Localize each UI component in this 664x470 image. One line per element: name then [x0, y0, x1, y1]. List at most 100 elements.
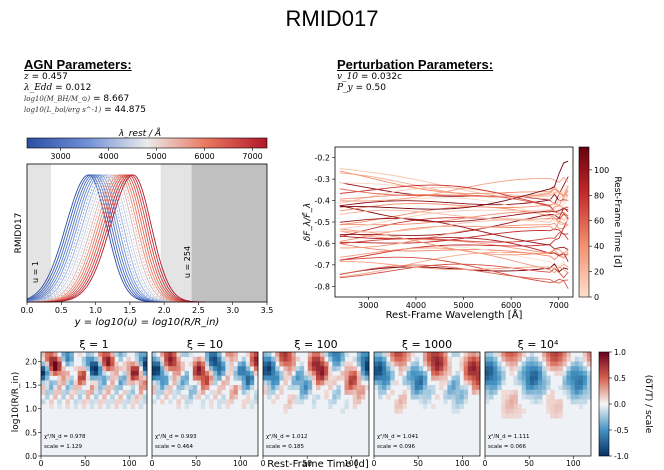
- heatmap-cell: [574, 375, 580, 381]
- heatmap-cell: [130, 385, 136, 391]
- heatmap-cell: [356, 361, 362, 367]
- heatmap-cell: [102, 399, 107, 405]
- heatmap-cell: [402, 375, 407, 381]
- heatmap-cell: [94, 370, 99, 376]
- heatmap-cell: [410, 375, 416, 381]
- heatmap-cell: [283, 352, 288, 357]
- heatmap-cell: [356, 370, 362, 376]
- heatmap-cell: [106, 366, 111, 372]
- heatmap-cell: [554, 352, 559, 357]
- heatmap-cell: [582, 389, 588, 395]
- heatmap-cell: [546, 356, 551, 362]
- perturbation-parameters-heading: Perturbation Parameters:: [337, 57, 494, 72]
- heatmap-cell: [439, 361, 444, 367]
- heatmap-cell: [299, 399, 305, 405]
- heatmap-cell: [443, 356, 448, 362]
- heatmap-cell: [110, 370, 115, 376]
- heatmap-cell: [253, 352, 259, 357]
- heatmap-cell: [200, 366, 206, 372]
- heatmap-cell: [283, 380, 288, 386]
- heatmap-cell: [41, 389, 46, 395]
- heatmap-cell: [85, 366, 91, 372]
- heatmap-cell: [475, 370, 481, 376]
- heatmap-cell: [558, 413, 563, 419]
- heatmap-cell: [364, 370, 370, 376]
- heatmap-cell: [200, 389, 206, 395]
- heatmap-cell: [267, 352, 272, 357]
- heatmap-cell: [283, 356, 288, 362]
- heatmap-cell: [435, 366, 440, 372]
- heatmap-cell: [229, 361, 234, 367]
- heatmap-cell: [521, 370, 527, 376]
- heatmap-cell: [546, 361, 551, 367]
- heatmap-cell: [332, 366, 337, 372]
- heatmap-cell: [316, 394, 321, 400]
- heatmap-cell: [69, 356, 74, 362]
- heatmap-cell: [156, 394, 161, 400]
- heatmap-cell: [233, 356, 238, 362]
- heatmap-cell: [538, 370, 543, 376]
- heatmap-cell: [431, 375, 436, 381]
- heatmap-cell: [267, 356, 272, 362]
- heatmap-cell: [134, 394, 140, 400]
- heatmap-cell: [283, 404, 288, 409]
- heatmap-cell: [106, 404, 111, 409]
- heatmap-cell: [574, 370, 580, 376]
- heatmap-cell: [489, 385, 494, 391]
- heatmap-cell: [390, 352, 395, 357]
- heatmap-cell: [394, 399, 399, 405]
- heatmap-cell: [184, 352, 189, 357]
- heatmap-cell: [562, 370, 567, 376]
- heatmap-cell: [307, 389, 313, 395]
- heatmap-cell: [156, 370, 161, 376]
- heatmap-cell: [126, 356, 131, 362]
- heatmap-cell: [550, 413, 555, 419]
- heatmap-cell: [328, 352, 333, 357]
- heatmap-cell: [386, 366, 391, 372]
- heatmap-cell: [57, 389, 62, 395]
- heatmap-cell: [513, 380, 518, 386]
- heatmap-cell: [525, 394, 531, 400]
- heatmap-cell: [221, 370, 226, 376]
- heatmap-cell: [427, 385, 432, 391]
- heatmap-cell: [459, 399, 464, 405]
- heatmap-cell: [49, 385, 54, 391]
- heatmap-cell: [493, 366, 498, 372]
- heatmap-cell: [382, 366, 387, 372]
- heatmap-cell: [249, 385, 255, 391]
- heatmap-cell: [225, 366, 230, 372]
- heatmap-cell: [134, 399, 140, 405]
- heatmap-cell: [176, 356, 181, 362]
- heatmap-cell: [249, 356, 255, 362]
- heatmap-cell: [402, 366, 407, 372]
- heatmap-x-label: Rest-Frame Time [d]: [267, 459, 369, 470]
- heatmap-colorbar: [598, 351, 610, 457]
- heatmap-cell: [386, 361, 391, 367]
- heatmap-cell: [249, 404, 255, 409]
- heatmap-cell: [529, 361, 535, 367]
- heatmap-cell: [114, 366, 119, 372]
- heatmap-cell: [431, 385, 436, 391]
- kernel-x-tick-label: 3.5: [261, 306, 274, 315]
- heatmap-cell: [209, 389, 214, 395]
- heatmap-cell: [221, 356, 226, 362]
- heatmap-cell: [295, 370, 300, 376]
- heatmap-cell: [241, 375, 247, 381]
- heatmap-cell: [311, 394, 317, 400]
- heatmap-cell: [41, 356, 46, 362]
- heatmap-cell: [475, 352, 481, 357]
- heatmap-cell: [533, 380, 539, 386]
- heatmap-cell: [378, 389, 383, 395]
- heatmap-cell: [378, 356, 383, 362]
- heatmap-cell: [501, 399, 506, 405]
- heatmap-cell: [142, 399, 148, 405]
- heatmap-cell: [307, 370, 313, 376]
- heatmap-cell: [431, 356, 436, 362]
- heatmap-y-tick-label: 1.5: [25, 381, 37, 390]
- heatmap-cell: [126, 370, 131, 376]
- heatmap-cell: [61, 375, 66, 381]
- heatmap-cell: [505, 352, 510, 357]
- heatmap-cell: [455, 394, 460, 400]
- heatmap-cell: [558, 370, 563, 376]
- heatmap-cell: [550, 399, 555, 405]
